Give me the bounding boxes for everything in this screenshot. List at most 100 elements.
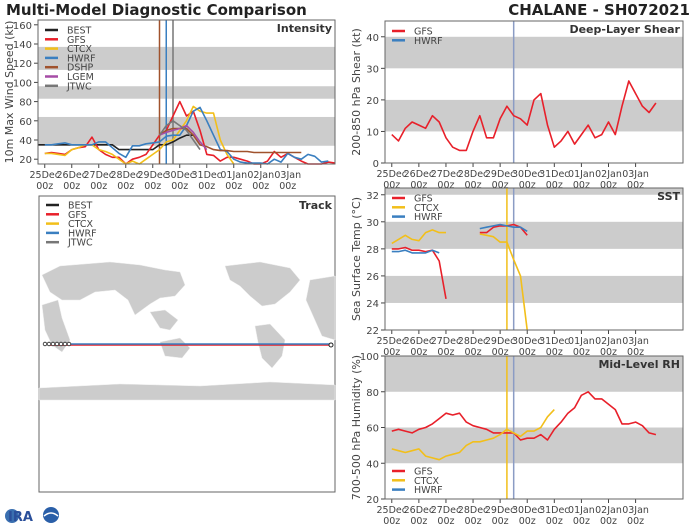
x-tick-label: 03Jan — [622, 336, 649, 347]
y-tick-label: 10 — [366, 127, 379, 138]
legend-label: GFS — [414, 194, 433, 205]
x-tick-label: 00z — [410, 347, 427, 358]
shaded-band — [385, 188, 683, 195]
y-tick-label: 28 — [366, 245, 379, 256]
legend-label: DSHP — [67, 63, 93, 74]
x-tick-label: 31Dec — [539, 336, 569, 347]
x-tick-label: 00z — [63, 181, 80, 192]
landmass — [159, 337, 191, 359]
x-tick-label: 00z — [600, 180, 617, 191]
figure-title: Multi-Model Diagnostic Comparison — [6, 1, 307, 19]
legend-label: CTCX — [414, 203, 440, 214]
x-tick-label: 00z — [627, 516, 644, 525]
shear-panel: 01020304025Dec00z26Dec00z27Dec00z28Dec00… — [350, 20, 684, 191]
x-tick-label: 00z — [410, 180, 427, 191]
plot-area — [385, 188, 683, 330]
x-tick-label: 00z — [519, 516, 536, 525]
y-axis-label: 700-500 hPa Humidity (%) — [350, 355, 363, 500]
shaded-band — [385, 427, 683, 464]
x-tick-label: 03Jan — [274, 170, 301, 181]
y-tick-label: 40 — [366, 33, 379, 44]
panel-title: Track — [299, 199, 333, 212]
x-tick-label: 00z — [383, 516, 400, 525]
shaded-band — [385, 275, 683, 303]
x-tick-label: 00z — [383, 180, 400, 191]
x-tick-label: 00z — [437, 516, 454, 525]
y-tick-label: 20 — [19, 155, 32, 166]
y-tick-label: 20 — [366, 495, 379, 506]
y-tick-label: 100 — [13, 78, 32, 89]
x-tick-label: 02Jan — [595, 505, 622, 516]
best-track-point — [46, 341, 52, 347]
y-tick-label: 32 — [366, 191, 379, 202]
storm-name: CHALANE - SH072021 — [508, 1, 690, 19]
x-tick-label: 02Jan — [247, 170, 274, 181]
x-tick-label: 00z — [465, 347, 482, 358]
x-tick-label: 30Dec — [512, 336, 542, 347]
x-tick-label: 29Dec — [485, 505, 515, 516]
axes-frame — [384, 187, 684, 331]
x-tick-label: 31Dec — [539, 169, 569, 180]
x-tick-label: 00z — [383, 347, 400, 358]
panel-title: Mid-Level RH — [598, 358, 680, 371]
best-track-point — [42, 341, 48, 347]
x-tick-label: 00z — [144, 181, 161, 192]
x-tick-label: 00z — [546, 180, 563, 191]
x-tick-label: 26Dec — [57, 170, 87, 181]
x-tick-label: 02Jan — [595, 336, 622, 347]
landmass — [305, 275, 336, 341]
y-tick-label: 160 — [13, 21, 32, 32]
best-track-point — [62, 341, 68, 347]
x-tick-label: 00z — [252, 181, 269, 192]
x-tick-label: 01Jan — [568, 336, 595, 347]
y-axis-label: 10m Max Wind Speed (kt) — [3, 21, 16, 164]
y-tick-label: 30 — [366, 64, 379, 75]
legend-label: GFS — [414, 27, 433, 38]
x-tick-label: 27Dec — [431, 336, 461, 347]
y-tick-label: 40 — [19, 136, 32, 147]
y-axis-label: 200-850 hPa Shear (kt) — [350, 28, 363, 156]
x-tick-label: 29Dec — [485, 336, 515, 347]
y-tick-label: 20 — [366, 96, 379, 107]
legend-label: GFS — [67, 35, 86, 46]
x-tick-label: 00z — [410, 516, 427, 525]
y-tick-label: 140 — [13, 40, 32, 51]
y-tick-label: 60 — [19, 117, 32, 128]
best-track-point — [54, 341, 60, 347]
legend-label: CTCX — [67, 44, 93, 55]
x-tick-label: 02Jan — [595, 169, 622, 180]
y-tick-label: 40 — [366, 459, 379, 470]
x-tick-label: 00z — [117, 181, 134, 192]
x-tick-label: 30Dec — [512, 169, 542, 180]
x-tick-label: 01Jan — [568, 169, 595, 180]
y-tick-label: 30 — [366, 218, 379, 229]
x-tick-label: 27Dec — [431, 505, 461, 516]
x-tick-label: 00z — [573, 516, 590, 525]
y-tick-label: 0 — [373, 159, 379, 170]
x-tick-label: 00z — [437, 180, 454, 191]
x-tick-label: 29Dec — [485, 169, 515, 180]
track-point — [328, 342, 334, 348]
x-tick-label: 31Dec — [539, 505, 569, 516]
x-tick-label: 00z — [546, 516, 563, 525]
series-line-gfs — [391, 391, 657, 441]
x-tick-label: 28Dec — [458, 336, 488, 347]
landmass — [38, 381, 336, 401]
x-tick-label: 28Dec — [458, 169, 488, 180]
best-track-point — [58, 341, 64, 347]
x-tick-label: 00z — [465, 180, 482, 191]
x-tick-label: 28Dec — [111, 170, 141, 181]
legend-label: BEST — [68, 201, 93, 212]
x-tick-label: 00z — [573, 180, 590, 191]
rh-panel: 2040608010025Dec00z26Dec00z27Dec00z28Dec… — [350, 352, 684, 525]
series-line-jtwc — [158, 120, 201, 151]
x-tick-label: 00z — [198, 181, 215, 192]
y-tick-label: 80 — [19, 98, 32, 109]
landmass — [41, 261, 186, 316]
x-tick-label: 00z — [546, 347, 563, 358]
x-tick-label: 30Dec — [165, 170, 195, 181]
